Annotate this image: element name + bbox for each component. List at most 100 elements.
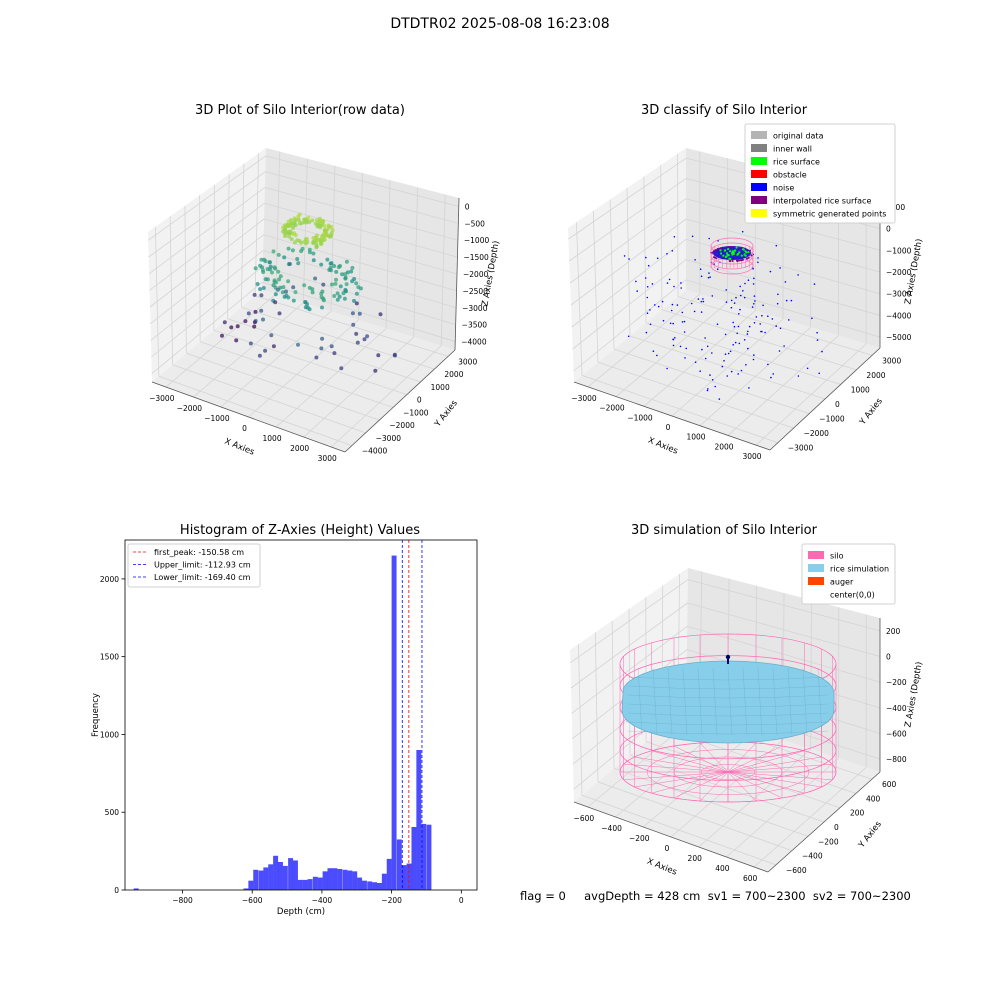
y-tick-label: −1000	[819, 415, 845, 424]
raw-data-point	[296, 261, 301, 266]
raw-data-point	[307, 307, 312, 312]
axis-line	[151, 381, 346, 453]
noise-point	[729, 350, 732, 353]
z-tick-label: 200	[886, 627, 901, 636]
raw-data-point	[329, 225, 334, 229]
rice-surface-point	[722, 254, 725, 257]
legend-swatch	[751, 157, 767, 165]
raw-data-point	[291, 298, 296, 303]
noise-point	[737, 373, 739, 375]
y-tick-label: 2000	[100, 575, 119, 584]
raw-data-point	[293, 290, 298, 295]
histogram-panel: −800 −600 −400 −200 0 0 500 1000 1500 2000 Depth (…	[91, 539, 478, 917]
x-tick-label: 400	[715, 864, 730, 873]
raw-data-point	[322, 237, 327, 242]
noise-point	[748, 325, 751, 328]
z-grid-line	[265, 155, 459, 207]
histogram-bar	[322, 871, 328, 890]
raw-data-point	[307, 250, 312, 255]
raw-data-point	[344, 282, 349, 287]
x-tick-label: −2000	[177, 404, 203, 413]
rice-surface-point	[745, 251, 748, 254]
noise-point	[702, 298, 704, 300]
raw-data-point	[334, 277, 338, 282]
z-grid-line	[149, 218, 265, 308]
raw-data-point	[332, 264, 337, 268]
raw-data-point	[269, 333, 274, 338]
y-grid-line	[597, 781, 793, 851]
x-grid-line	[330, 345, 442, 448]
raw-data-point	[373, 368, 378, 373]
noise-point	[684, 357, 686, 359]
rice-surface-point	[727, 247, 730, 251]
raw-data-point	[229, 325, 234, 330]
y-tick-label: 2000	[444, 370, 463, 379]
z-grid-line	[264, 187, 458, 241]
raw-data-point	[332, 351, 337, 356]
noise-point	[732, 344, 734, 346]
raw-data-point	[276, 252, 281, 257]
y-grid-line	[172, 364, 366, 434]
histogram-bar	[292, 860, 298, 890]
y-axis-label: Y Axies	[432, 398, 460, 430]
x-axis-label: Depth (cm)	[277, 907, 325, 917]
noise-point	[666, 367, 668, 370]
left-pane	[568, 148, 686, 382]
histogram-bar	[381, 873, 387, 890]
noise-point	[746, 333, 749, 335]
z-tick-label: −5000	[886, 333, 912, 342]
raw-data-point	[259, 308, 264, 313]
interpolated-point	[728, 260, 731, 262]
y-tick-label: −600	[786, 866, 807, 875]
raw-data-point	[235, 324, 240, 329]
noise-point	[672, 322, 674, 325]
y-grid-line	[255, 295, 449, 357]
x-tick-label: −2000	[599, 404, 625, 413]
noise-point	[673, 285, 675, 288]
noise-point	[683, 320, 686, 323]
y-grid-line	[661, 309, 857, 371]
raw-data-point	[378, 312, 383, 317]
noise-point	[646, 286, 649, 288]
raw-data-point	[329, 261, 334, 266]
raw-data-point	[320, 289, 325, 294]
noise-point	[674, 337, 676, 339]
raw-data-point	[365, 334, 370, 339]
z-tick-label: −2500	[463, 287, 489, 296]
z-grid-line	[569, 198, 687, 284]
raw-data-point	[286, 279, 291, 284]
rice-surface-point	[719, 249, 722, 252]
noise-point	[666, 282, 669, 284]
noise-point	[671, 250, 674, 252]
interpolated-point	[711, 251, 714, 254]
raw-data-point	[306, 215, 311, 220]
y-grid-line	[594, 632, 599, 782]
z-tick-label: −4000	[886, 311, 912, 320]
rice-surface-point	[720, 252, 723, 255]
legend-label: auger	[830, 578, 854, 587]
histogram-bar	[282, 865, 288, 890]
noise-point	[775, 244, 778, 247]
legend-label: Upper_limit: -112.93 cm	[154, 561, 251, 570]
raw-data-point	[319, 346, 324, 351]
noise-point	[699, 370, 701, 373]
noise-point	[797, 375, 800, 377]
interpolated-point	[746, 257, 749, 260]
raw-data-point	[271, 249, 276, 254]
raw-data-point	[305, 240, 310, 244]
x-tick-label: 600	[743, 874, 758, 883]
figure-title: DTDTR02 2025-08-08 16:23:08	[390, 16, 610, 32]
y-grid-line	[611, 620, 615, 769]
raw-data-point	[325, 257, 330, 262]
noise-point	[767, 315, 769, 318]
x-grid-line	[248, 319, 359, 418]
noise-point	[752, 283, 755, 285]
noise-point	[704, 337, 706, 339]
y-grid-line	[581, 794, 777, 866]
raw-data-point	[333, 281, 338, 286]
y-tick-label: 1500	[100, 653, 119, 662]
y-tick-label: 200	[850, 809, 865, 818]
y-tick-label: 600	[882, 780, 897, 789]
raw-data-point	[319, 262, 324, 267]
raw-data-point	[287, 234, 291, 239]
